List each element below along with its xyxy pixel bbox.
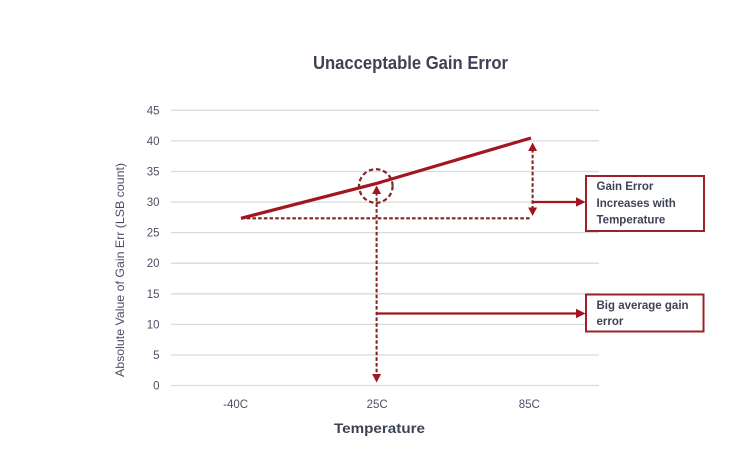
svg-text:25C: 25C — [367, 399, 388, 411]
svg-text:35: 35 — [147, 167, 160, 179]
svg-text:Gain Error: Gain Error — [597, 181, 654, 193]
svg-text:85C: 85C — [519, 399, 540, 411]
svg-text:error: error — [597, 316, 624, 328]
svg-text:-40C: -40C — [223, 399, 248, 411]
svg-text:15: 15 — [147, 289, 160, 301]
svg-text:0: 0 — [153, 381, 159, 393]
svg-text:20: 20 — [147, 258, 160, 270]
svg-text:30: 30 — [147, 197, 160, 209]
svg-text:Temperature: Temperature — [334, 420, 425, 436]
svg-text:Absolute Value of Gain Err (LS: Absolute Value of Gain Err (LSB count) — [113, 163, 127, 377]
svg-text:Increases with: Increases with — [597, 198, 676, 210]
svg-text:Big average gain: Big average gain — [597, 300, 689, 312]
svg-text:Temperature: Temperature — [597, 214, 666, 226]
svg-text:10: 10 — [147, 319, 160, 331]
svg-text:5: 5 — [153, 350, 159, 362]
svg-text:40: 40 — [147, 136, 160, 148]
svg-text:45: 45 — [147, 105, 160, 117]
svg-text:Unacceptable Gain Error: Unacceptable Gain Error — [313, 52, 508, 73]
svg-text:25: 25 — [147, 228, 160, 240]
